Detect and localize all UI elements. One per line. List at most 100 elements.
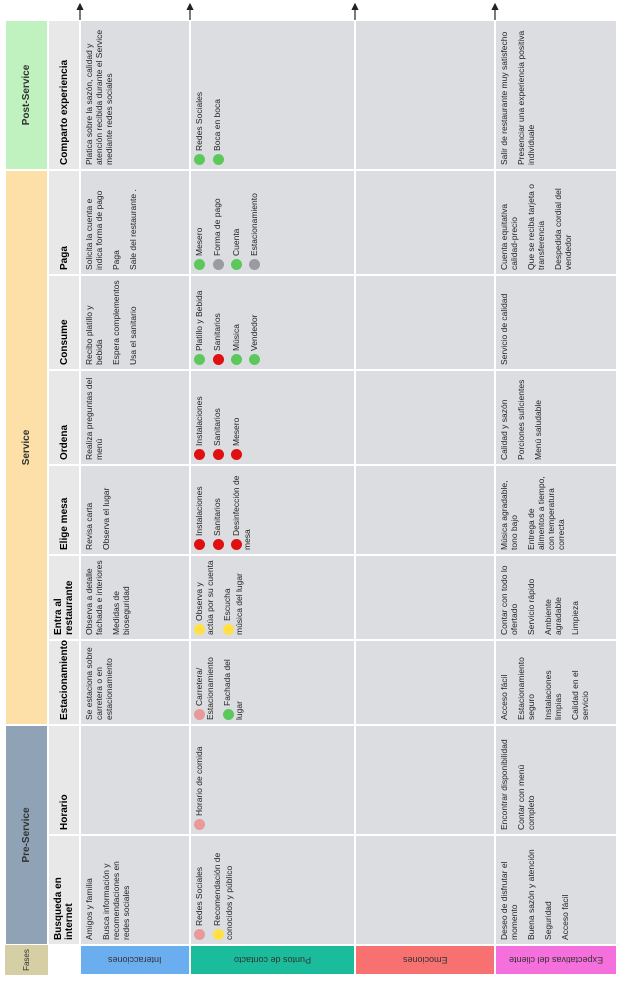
cell: Se estaciona sobre carretera o en estaci… [80,640,190,725]
cell [355,275,495,370]
item: Escucha música del lugar [222,560,244,635]
cell: Carretera/ Estacionamiento Fachada del lu… [190,640,355,725]
item: Ambiente agradable [543,560,563,635]
item: Sanitarios [212,470,224,550]
item-text: Cuenta [230,228,241,256]
item: Acceso fácil [499,645,509,720]
row-label: Puntos de contacto [190,945,355,975]
status-dot [194,819,206,830]
cell: Redes Sociales Recomendación de conocidos… [190,835,355,945]
item-text: Música [230,324,241,351]
item-text: Servicio de calidad [499,293,509,365]
item: Instalaciones [194,375,206,460]
cell: Servicio de calidad [495,275,617,370]
item: Servicio de calidad [499,280,509,365]
stage-name: Estacionamiento [48,640,80,725]
item-text: Porciones suficientes [516,379,526,460]
item: Desinfección de mesa [231,470,252,550]
cell-text: Redes Sociales Boca en boca [191,21,234,169]
item: Cuenta equitativa calidad-precio [499,175,519,270]
item-text: Sanitarios [212,498,223,536]
item-text: Música agradable, tono bajo [499,480,519,550]
item: Carretera/ Estacionamiento [194,645,215,720]
item-text: Ambiente agradable [543,597,563,635]
item-text: Contar con menú completo [516,764,536,830]
item-text: Boca en boca [212,99,223,151]
cell: Instalaciones Sanitarios Desinfección de m… [190,465,355,555]
item-text: Platica sobre la sazón, calidad y atenci… [84,29,114,165]
item-text: Paga [111,250,121,270]
cell: Salir de restaurante muy satisfecho Prese… [495,20,617,170]
item: Calidad en el servicio [570,645,590,720]
cell-text: Deseo de disfrutar el momento Buena sazón… [496,836,580,944]
item: Presenciar una experiencia positiva indi… [516,25,536,165]
item: Limpieza [570,560,580,635]
item-text: Estacionamiento seguro [516,657,536,720]
item: Se estaciona sobre carretera o en estaci… [84,645,114,720]
item-text: Despedida cordial del vendedor [553,188,573,270]
cell-text: Calidad y sazón Porciones suficientes Menú… [496,371,553,464]
status-dot [212,539,224,550]
cell: Calidad y sazón Porciones suficientes Menú… [495,370,617,465]
item: Vendedor [249,280,260,365]
item: Deseo de disfrutar el momento [499,840,519,940]
status-dot [230,449,242,460]
item-text: Instalaciones limpias [543,670,563,720]
cell-text: Instalaciones Sanitarios Desinfección de m… [191,466,262,554]
item: Instalaciones limpias [543,645,563,720]
status-dot [194,259,206,270]
item: Realiza preguntas del menú [84,375,104,460]
item-text: Encontrar disponibilidad [499,739,509,830]
item: Música [231,280,242,365]
item: Solicita la cuenta e indica forma de pag… [84,175,104,270]
item-text: Mesero [230,417,241,446]
cell-text: Instalaciones Sanitarios Mesero [191,371,252,464]
item-text: Que se reciba tarjeta o transferencia [526,184,546,270]
phase: Pre-Service [5,725,48,945]
cell: Platica sobre la sazón, calidad y atenci… [80,20,190,170]
item-text: Seguridad [543,901,553,940]
cell-text: Acceso fácil Estacionamiento seguro Instal… [496,641,600,724]
cell-text: Servicio de calidad [496,276,519,369]
status-dot [212,259,224,270]
item-text: Instalaciones [194,396,204,446]
item: Usa el sanitario [128,280,138,365]
item: Redes Sociales [194,840,206,940]
cell [355,640,495,725]
status-dot [194,449,206,460]
cell-text: Platillo y Bebida Sanitarios Música Vendedo… [191,276,270,369]
item-text: Limpieza [570,600,580,635]
cell: Contar con todo lo ofertado Servicio rápi… [495,555,617,640]
item: Música agradable, tono bajo [499,470,519,550]
cell-text: Música agradable, tono bajo Entrega de al… [496,466,576,554]
item-text: Acceso fácil [499,674,509,720]
status-dot [194,709,206,720]
status-dot [230,539,242,550]
cell: Mesero Forma de pago Cuenta Estacionamiento [190,170,355,275]
cell-text: Salir de restaurante muy satisfecho Prese… [496,21,546,169]
cell: Amigos y familia Busca información y reco… [80,835,190,945]
item-text: Sanitarios [212,313,223,351]
item-text: Menú saludable [533,399,543,460]
cell: Observa a detalle fachada e interiores Me… [80,555,190,640]
status-dot [212,449,224,460]
cell [355,725,495,835]
status-dot [230,259,242,270]
cell: Horario de comida [190,725,355,835]
cell: Revisa carta Observa el lugar [80,465,190,555]
item: Salir de restaurante muy satisfecho [499,25,509,165]
cell-text: Carretera/ Estacionamiento Fachada del lu… [191,641,254,724]
item-text: Servicio rápido [526,578,536,635]
item: Observa el lugar [101,470,111,550]
cell-text: Realiza preguntas del menú [81,371,114,464]
cell-text: Redes Sociales Recomendación de conocidos… [191,836,244,944]
item: Acceso fácil [560,840,570,940]
item-text: Vendedor [248,314,259,351]
cell-text: Contar con todo lo ofertado Servicio rápi… [496,556,590,639]
item: Platillo y Bebida [194,280,206,365]
stage-name: Paga [48,170,80,275]
phase-header: Fases [5,945,48,975]
item-text: Redes Sociales [194,866,204,926]
item-text: Sanitarios [212,408,223,446]
